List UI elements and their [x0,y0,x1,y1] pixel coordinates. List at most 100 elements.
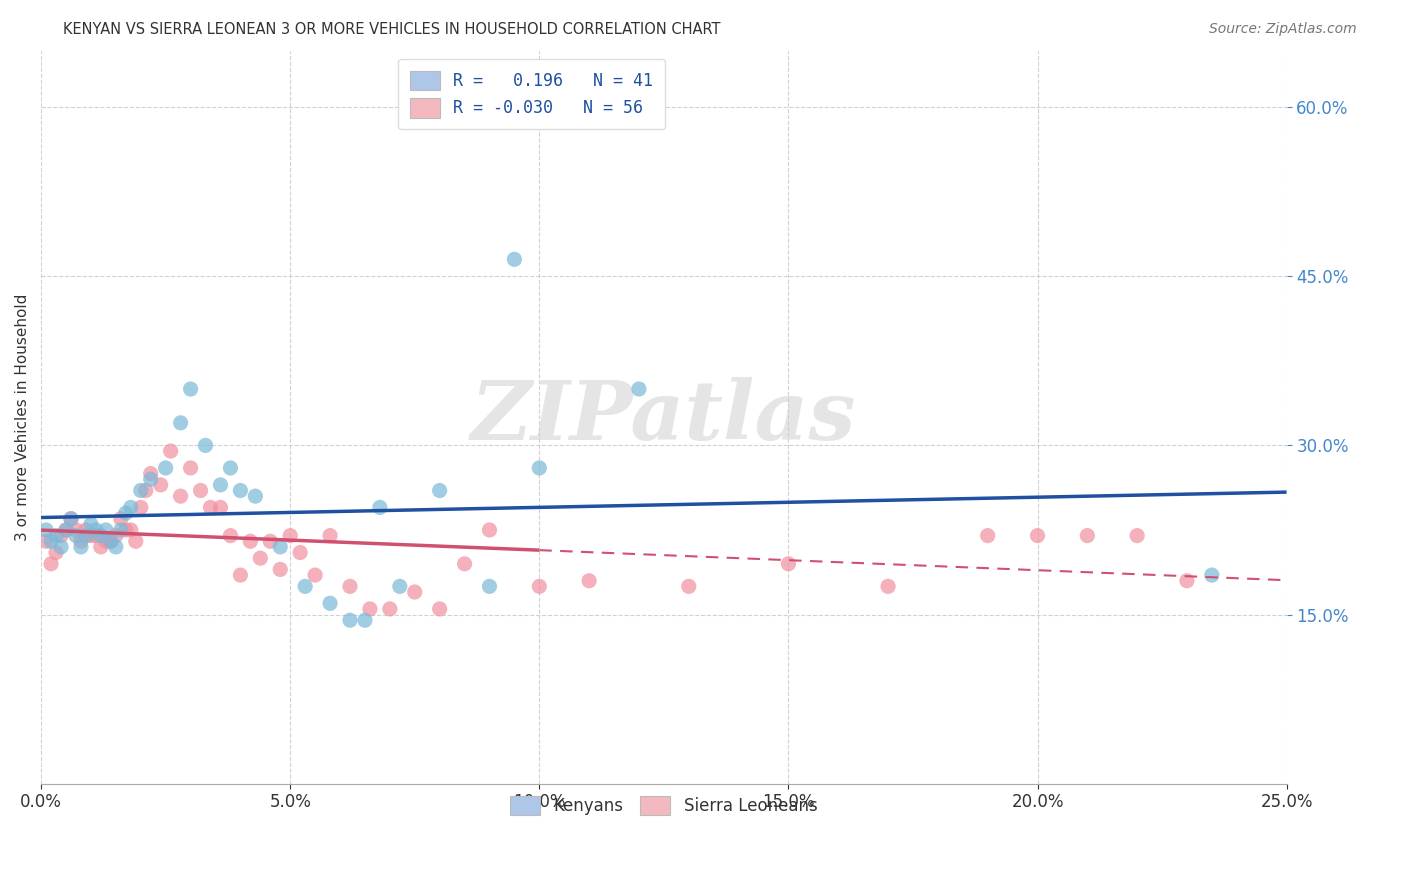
Point [49,528,72,542]
Point [65,528,87,542]
Point [319,528,342,542]
Point [59,512,82,526]
Point [75,523,97,537]
Point [1126,528,1149,542]
Point [209,500,232,515]
Point [503,252,526,267]
Point [194,438,217,452]
Point [94,534,117,549]
Point [180,461,202,475]
Legend: Kenyans, Sierra Leoneans: Kenyans, Sierra Leoneans [499,784,830,827]
Point [110,512,132,526]
Point [304,568,326,582]
Text: KENYAN VS SIERRA LEONEAN 3 OR MORE VEHICLES IN HOUSEHOLD CORRELATION CHART: KENYAN VS SIERRA LEONEAN 3 OR MORE VEHIC… [63,22,721,37]
Point [125,534,148,549]
Point [269,562,291,576]
Point [478,523,501,537]
Point [288,545,311,559]
Point [90,540,112,554]
Point [39,557,62,571]
Point [529,579,551,593]
Point [120,523,142,537]
Point [229,568,252,582]
Point [110,523,132,537]
Point [404,585,426,599]
Point [1076,528,1098,542]
Point [478,579,501,593]
Point [388,579,411,593]
Point [155,461,177,475]
Point [75,528,97,542]
Point [70,534,93,549]
Point [578,574,600,588]
Point [114,523,136,537]
Point [249,551,271,566]
Point [135,483,157,498]
Point [339,613,361,627]
Point [778,557,800,571]
Point [55,523,77,537]
Point [169,416,191,430]
Point [35,534,58,549]
Point [429,602,451,616]
Point [1201,568,1223,582]
Point [159,444,181,458]
Point [120,500,142,515]
Point [129,483,152,498]
Point [65,523,87,537]
Point [39,534,62,549]
Point [294,579,316,593]
Point [70,540,93,554]
Text: ZIPatlas: ZIPatlas [471,377,856,458]
Point [354,613,377,627]
Point [269,540,291,554]
Point [378,602,401,616]
Point [529,461,551,475]
Point [359,602,381,616]
Point [169,489,191,503]
Point [877,579,900,593]
Point [245,489,267,503]
Point [94,523,117,537]
Point [139,472,162,486]
Text: Source: ZipAtlas.com: Source: ZipAtlas.com [1209,22,1357,37]
Point [239,534,262,549]
Point [59,512,82,526]
Point [339,579,361,593]
Point [1026,528,1049,542]
Point [84,528,107,542]
Point [259,534,281,549]
Point [219,461,242,475]
Point [55,523,77,537]
Point [35,523,58,537]
Point [278,528,301,542]
Point [90,528,112,542]
Point [84,523,107,537]
Point [100,534,122,549]
Point [319,596,342,610]
Y-axis label: 3 or more Vehicles in Household: 3 or more Vehicles in Household [15,293,30,541]
Point [678,579,700,593]
Point [129,500,152,515]
Point [80,517,103,532]
Point [45,545,67,559]
Point [368,500,391,515]
Point [627,382,650,396]
Point [429,483,451,498]
Point [45,528,67,542]
Point [453,557,475,571]
Point [190,483,212,498]
Point [104,528,127,542]
Point [49,540,72,554]
Point [80,528,103,542]
Point [104,540,127,554]
Point [149,478,172,492]
Point [219,528,242,542]
Point [1175,574,1198,588]
Point [180,382,202,396]
Point [100,534,122,549]
Point [209,478,232,492]
Point [200,500,222,515]
Point [114,506,136,520]
Point [976,528,998,542]
